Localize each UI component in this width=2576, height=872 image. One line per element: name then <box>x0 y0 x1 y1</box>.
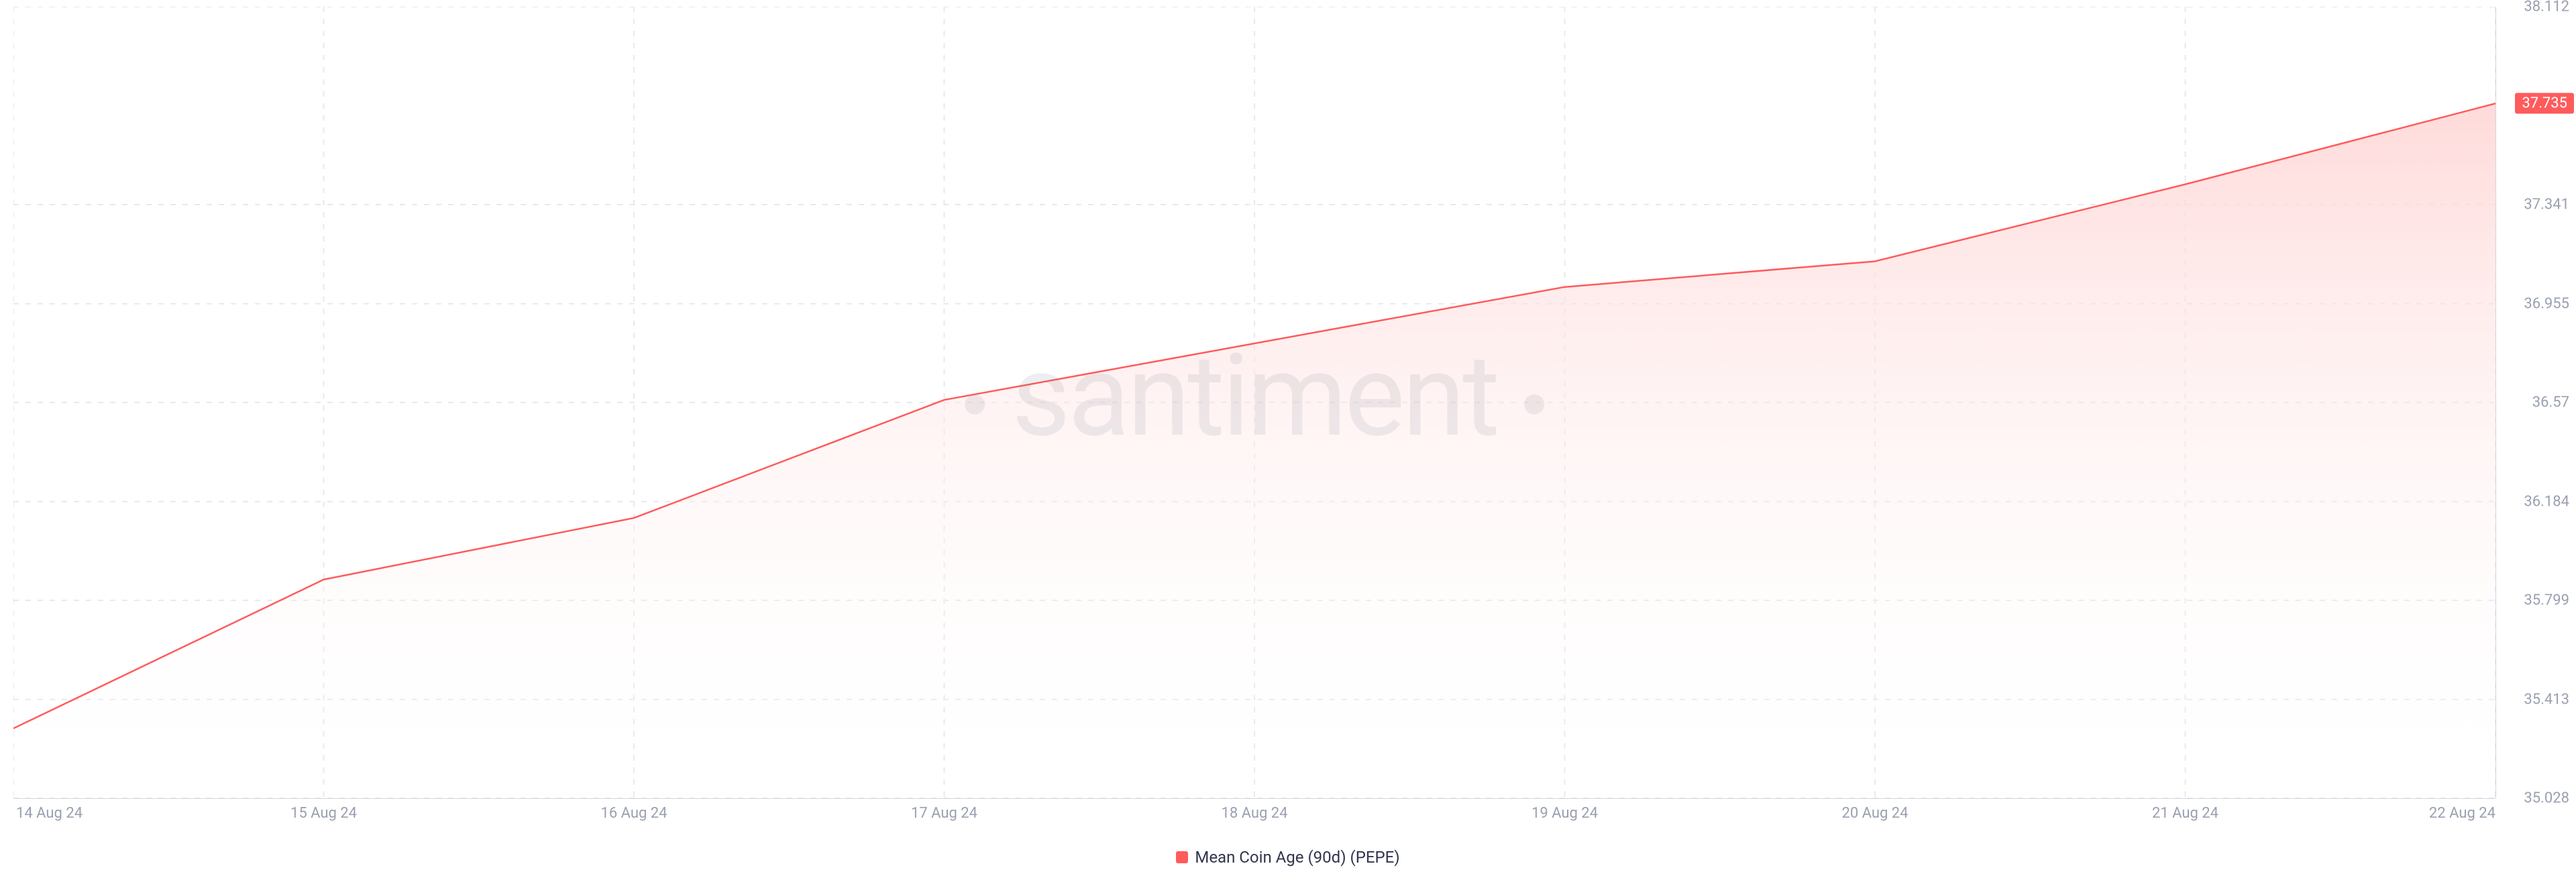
current-value-text: 37.735 <box>2522 95 2567 112</box>
y-tick-label: 36.955 <box>2524 295 2569 312</box>
x-axis: 14 Aug 24 15 Aug 24 16 Aug 24 17 Aug 24 18 A… <box>13 805 2496 832</box>
y-tick-label: 36.57 <box>2532 394 2569 411</box>
current-value-badge: 37.735 <box>2515 93 2574 114</box>
y-tick-label: 38.112 <box>2524 0 2569 15</box>
legend-swatch <box>1176 851 1188 863</box>
x-tick-label: 20 Aug 24 <box>1841 805 1908 822</box>
x-tick-label: 16 Aug 24 <box>600 805 667 822</box>
x-tick-label: 18 Aug 24 <box>1221 805 1287 822</box>
x-tick-label: 22 Aug 24 <box>2429 805 2496 822</box>
chart-container: santiment 35.028 35.413 35.799 36.184 36.57 3… <box>0 0 2576 872</box>
legend-label: Mean Coin Age (90d) (PEPE) <box>1195 848 1399 867</box>
x-tick-label: 21 Aug 24 <box>2152 805 2218 822</box>
legend: Mean Coin Age (90d) (PEPE) <box>0 848 2576 867</box>
y-tick-label: 35.799 <box>2524 592 2569 609</box>
x-tick-label: 17 Aug 24 <box>911 805 977 822</box>
y-tick-label: 35.413 <box>2524 691 2569 708</box>
plot-area: santiment <box>13 7 2496 798</box>
x-tick-label: 15 Aug 24 <box>290 805 357 822</box>
x-tick-label: 19 Aug 24 <box>1532 805 1598 822</box>
x-tick-label: 14 Aug 24 <box>16 805 83 822</box>
y-tick-label: 37.341 <box>2524 197 2569 213</box>
area-fill <box>13 103 2496 798</box>
chart-svg <box>13 7 2496 798</box>
y-tick-label: 36.184 <box>2524 493 2569 510</box>
y-tick-label: 35.028 <box>2524 790 2569 807</box>
x-axis-separator <box>13 798 2496 799</box>
y-axis: 35.02835.41335.79936.18436.5736.95537.34… <box>2502 7 2576 798</box>
